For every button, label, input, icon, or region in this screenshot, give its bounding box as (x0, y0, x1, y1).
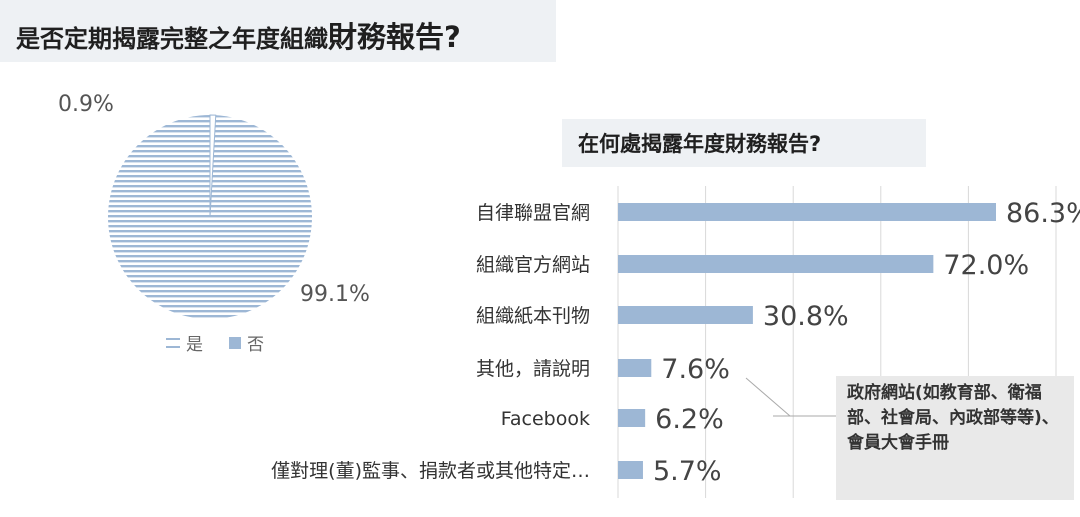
pie-label-yes: 99.1% (300, 282, 370, 307)
bar-chart-title: 在何處揭露年度財務報告? (578, 132, 822, 156)
pie-slice-yes-stripe (108, 300, 312, 303)
pie-slice-yes-stripe (108, 230, 312, 233)
value-label: 6.2% (655, 404, 724, 435)
pie-label-no: 0.9% (58, 92, 114, 117)
legend-label-yes: 是 (186, 335, 203, 355)
category-label: 組織官方網站 (476, 254, 590, 276)
pie-slice-yes-stripe (108, 275, 312, 278)
category-label: 僅對理(董)監事、捐款者或其他特定… (271, 460, 590, 482)
value-label: 7.6% (661, 354, 730, 385)
pie-slice-yes-stripe (108, 280, 312, 283)
pie-slice-yes-stripe (108, 305, 312, 308)
pie-slice-yes-stripe (108, 255, 312, 258)
annotation-box (836, 376, 1074, 500)
category-label: Facebook (501, 408, 590, 430)
category-label: 自律聯盟官網 (476, 202, 590, 224)
page-title: 是否定期揭露完整之年度組織財務報告? (16, 14, 461, 56)
category-label: 組織紙本刊物 (476, 305, 590, 327)
pie-slice-yes-stripe (108, 220, 312, 223)
category-label: 其他，請說明 (476, 358, 590, 380)
bar (618, 409, 646, 427)
pie-slice-yes-stripe (108, 245, 312, 248)
pie-slice-yes-stripe (108, 270, 312, 273)
pie-slice-yes-stripe (108, 290, 312, 293)
value-label: 30.8% (763, 301, 849, 332)
pie-slice-yes-stripe (108, 315, 312, 318)
bar-title-band (562, 119, 926, 167)
value-label: 5.7% (653, 456, 722, 487)
bar (618, 255, 934, 273)
pie-slice-yes-stripe (108, 225, 312, 228)
bar (618, 306, 753, 324)
pie-legend: 是 否 (166, 330, 264, 355)
annotation-text: 政府網站(如教育部、衛福部、社會局、內政部等等)、會員大會手冊 (847, 383, 1059, 453)
pie-slice-yes-stripe (108, 285, 312, 288)
pie-slice-yes-stripe (108, 260, 312, 263)
pie-slice-yes-stripe (108, 235, 312, 238)
pie-slice-yes-stripe (108, 250, 312, 253)
legend-swatch-no (229, 336, 241, 349)
pie-chart (108, 114, 312, 318)
bar (618, 461, 643, 479)
title-band (0, 0, 556, 62)
annotation-leader (745, 377, 791, 417)
legend-label-no: 否 (247, 335, 264, 355)
legend-swatch-yes (166, 337, 180, 348)
page-title-main: 是否定期揭露完整之年度組織 (16, 25, 328, 53)
value-label: 86.3% (1006, 198, 1080, 229)
value-label: 72.0% (943, 250, 1029, 281)
page-title-emphasis: 財務報告? (328, 20, 461, 54)
pie-slice-yes-stripe (108, 265, 312, 268)
pie-slice-yes-stripe (108, 240, 312, 243)
bar (618, 359, 652, 377)
pie-slice-yes-stripe (108, 310, 312, 313)
pie-slice-yes-stripe (108, 295, 312, 298)
bar (618, 203, 996, 221)
